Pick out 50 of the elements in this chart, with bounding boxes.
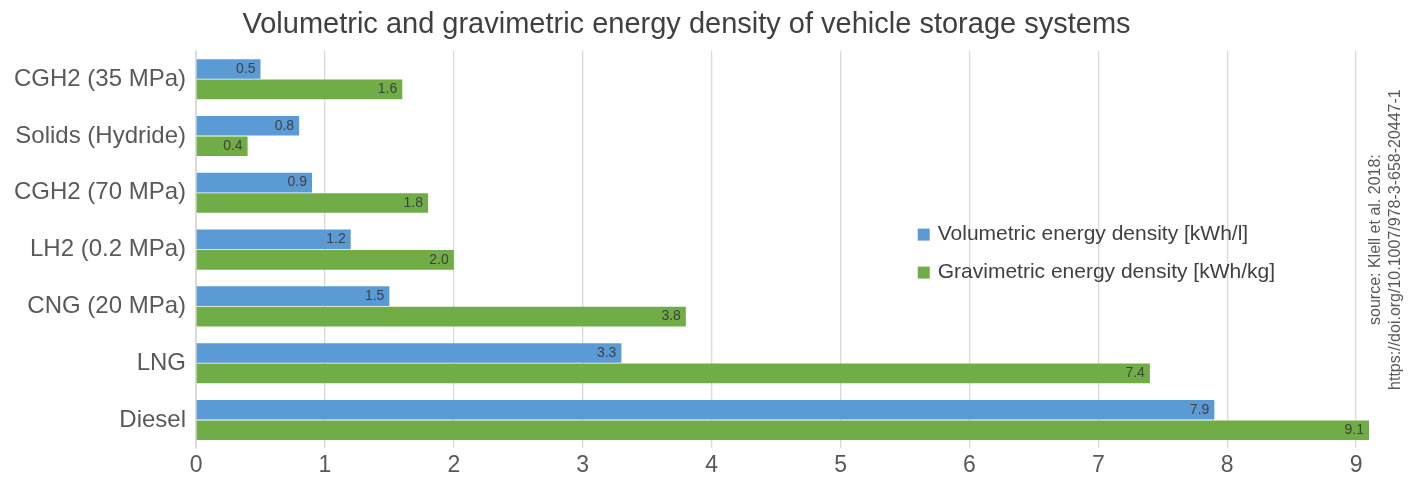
x-tick-label: 7 [1091,450,1105,477]
bar [196,229,351,250]
data-label: 2.0 [429,250,450,267]
data-label: 9.1 [1344,421,1365,438]
y-tick-label: CGH2 (70 MPa) [14,177,187,205]
data-label: 1.8 [403,193,424,210]
x-tick-label: 3 [576,450,590,477]
y-tick-label: CNG (20 MPa) [27,291,187,319]
bar [196,136,248,157]
bar [196,79,403,100]
bar [196,115,300,136]
data-label: 7.9 [1189,400,1210,417]
y-tick-label: LNG [136,347,187,375]
y-tick-label: CGH2 (35 MPa) [14,63,187,91]
bar [196,399,1215,420]
bar [196,363,1150,384]
data-label: 0.8 [274,116,295,133]
data-label: 7.4 [1125,364,1146,381]
data-label: 1.2 [326,230,346,247]
x-tick-label: 1 [318,450,332,477]
bar [196,193,429,213]
legend-label: Gravimetric energy density [kWh/kg] [937,259,1276,283]
bar [196,59,261,79]
bar [196,306,686,327]
data-label: 1.6 [377,80,398,97]
bar [196,286,390,306]
data-label: 3.8 [661,307,682,324]
x-tick-label: 6 [963,450,976,477]
data-label: 1.5 [364,287,385,304]
x-tick-label: 8 [1220,450,1234,477]
bar [196,250,454,270]
bar [196,172,313,193]
data-label: 0.4 [223,137,243,154]
data-label: 3.3 [596,343,617,360]
x-tick-label: 2 [447,450,461,477]
x-tick-label: 5 [834,450,847,477]
data-label: 0.5 [236,59,256,76]
x-tick-label: 9 [1349,450,1363,477]
chart-title: Volumetric and gravimetric energy density of vehicle storage systems [242,7,1131,40]
annotation: source: Klell et al. 2018: [1366,154,1384,325]
y-tick-label: LH2 (0.2 MPa) [29,234,187,262]
y-tick-label: Diesel [119,404,187,432]
bar [196,343,622,363]
legend-label: Volumetric energy density [kWh/l] [937,221,1249,245]
x-tick-label: 0 [189,450,203,477]
x-tick-label: 4 [705,450,719,477]
data-label: 0.9 [287,173,308,190]
y-tick-label: Solids (Hydride) [15,120,187,148]
text: https://doi.org/10.1007/978-3-658-20447-1 [1386,89,1404,390]
bar [196,420,1369,441]
